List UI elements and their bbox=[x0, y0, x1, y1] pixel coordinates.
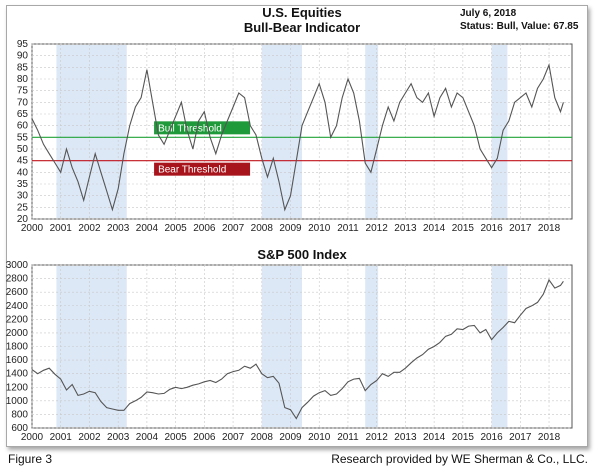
x-tick-label: 2005 bbox=[164, 223, 187, 234]
y-tick-label: 85 bbox=[17, 62, 29, 73]
x-tick-label: 2010 bbox=[308, 432, 331, 443]
y-tick-label: 800 bbox=[11, 409, 28, 420]
x-tick-label: 2014 bbox=[423, 432, 446, 443]
x-tick-label: 2002 bbox=[78, 432, 101, 443]
x-tick-label: 2009 bbox=[279, 432, 302, 443]
y-tick-label: 55 bbox=[17, 132, 29, 143]
x-tick-label: 2009 bbox=[279, 223, 302, 234]
bear-period-band bbox=[56, 45, 127, 218]
x-tick-label: 2008 bbox=[251, 432, 274, 443]
y-tick-label: 70 bbox=[17, 97, 29, 108]
x-tick-label: 2017 bbox=[509, 432, 532, 443]
x-tick-label: 2018 bbox=[538, 432, 561, 443]
chart-title: S&P 500 Index bbox=[257, 247, 347, 262]
y-tick-label: 40 bbox=[17, 167, 29, 178]
x-tick-label: 2004 bbox=[136, 223, 159, 234]
x-tick-label: 2001 bbox=[50, 223, 73, 234]
y-tick-label: 30 bbox=[17, 191, 29, 202]
series-line bbox=[31, 63, 564, 212]
x-tick-label: 2004 bbox=[136, 432, 159, 443]
x-tick-label: 2006 bbox=[193, 223, 216, 234]
x-tick-label: 2013 bbox=[394, 223, 417, 234]
y-tick-label: 2800 bbox=[6, 274, 29, 285]
y-tick-label: 2200 bbox=[6, 314, 29, 325]
chart-title: U.S. Equities bbox=[262, 5, 341, 20]
y-tick-label: 65 bbox=[17, 109, 29, 120]
y-tick-label: 2000 bbox=[6, 328, 29, 339]
x-tick-label: 2012 bbox=[366, 223, 389, 234]
y-tick-label: 45 bbox=[17, 156, 29, 167]
bear-period-band bbox=[365, 45, 379, 218]
y-tick-label: 1800 bbox=[6, 342, 29, 353]
bear-period-band bbox=[261, 45, 302, 218]
x-tick-label: 2015 bbox=[452, 223, 475, 234]
x-tick-label: 2013 bbox=[394, 432, 417, 443]
x-tick-label: 2012 bbox=[366, 432, 389, 443]
x-tick-label: 2008 bbox=[251, 223, 274, 234]
bear-threshold-label: Bear Threshold bbox=[158, 165, 226, 176]
credit-line: Research provided by WE Sherman & Co., L… bbox=[331, 452, 588, 466]
y-tick-label: 75 bbox=[17, 86, 29, 97]
figure-caption: Figure 3 bbox=[8, 452, 53, 466]
y-tick-label: 90 bbox=[17, 51, 29, 62]
sp500-panel: 600 800 1000 1200 1400 1600 1800 2000 2200 2400 26… bbox=[6, 247, 573, 443]
x-tick-label: 2000 bbox=[21, 432, 44, 443]
chart-subtitle: Bull-Bear Indicator bbox=[244, 20, 360, 35]
x-tick-label: 2010 bbox=[308, 223, 331, 234]
x-tick-label: 2007 bbox=[222, 223, 245, 234]
x-tick-label: 2016 bbox=[480, 223, 503, 234]
x-tick-label: 2003 bbox=[107, 432, 130, 443]
bear-period-band bbox=[491, 266, 508, 427]
y-tick-label: 1600 bbox=[6, 355, 29, 366]
y-tick-label: 3000 bbox=[6, 260, 29, 271]
x-tick-label: 2002 bbox=[78, 223, 101, 234]
y-tick-label: 2400 bbox=[6, 301, 29, 312]
x-tick-label: 2005 bbox=[164, 432, 187, 443]
x-tick-label: 2003 bbox=[107, 223, 130, 234]
y-tick-label: 25 bbox=[17, 202, 29, 213]
y-tick-label: 95 bbox=[17, 39, 29, 50]
y-tick-label: 50 bbox=[17, 144, 29, 155]
y-tick-label: 35 bbox=[17, 179, 29, 190]
x-tick-label: 2011 bbox=[337, 223, 359, 234]
x-tick-label: 2007 bbox=[222, 432, 245, 443]
x-tick-label: 2018 bbox=[538, 223, 561, 234]
series-line bbox=[31, 278, 564, 420]
x-tick-label: 2006 bbox=[193, 432, 216, 443]
y-tick-label: 1000 bbox=[6, 396, 29, 407]
x-tick-label: 2001 bbox=[50, 432, 73, 443]
x-tick-label: 2017 bbox=[509, 223, 532, 234]
date-text: July 6, 2018 bbox=[460, 8, 517, 19]
x-tick-label: 2000 bbox=[21, 223, 44, 234]
y-tick-label: 1400 bbox=[6, 369, 29, 380]
x-tick-label: 2014 bbox=[423, 223, 446, 234]
bear-threshold-label-box bbox=[154, 162, 251, 176]
y-tick-label: 60 bbox=[17, 121, 29, 132]
bull-threshold-label: Bull Threshold bbox=[158, 123, 222, 134]
y-tick-label: 2600 bbox=[6, 287, 29, 298]
x-tick-label: 2015 bbox=[452, 432, 475, 443]
status-text: Status: Bull, Value: 67.85 bbox=[460, 21, 579, 32]
x-tick-label: 2016 bbox=[480, 432, 503, 443]
y-tick-label: 80 bbox=[17, 74, 29, 85]
y-tick-label: 600 bbox=[11, 423, 28, 434]
bear-period-band bbox=[491, 45, 508, 218]
y-tick-label: 20 bbox=[17, 214, 29, 225]
x-tick-label: 2011 bbox=[337, 432, 359, 443]
y-tick-label: 1200 bbox=[6, 382, 29, 393]
